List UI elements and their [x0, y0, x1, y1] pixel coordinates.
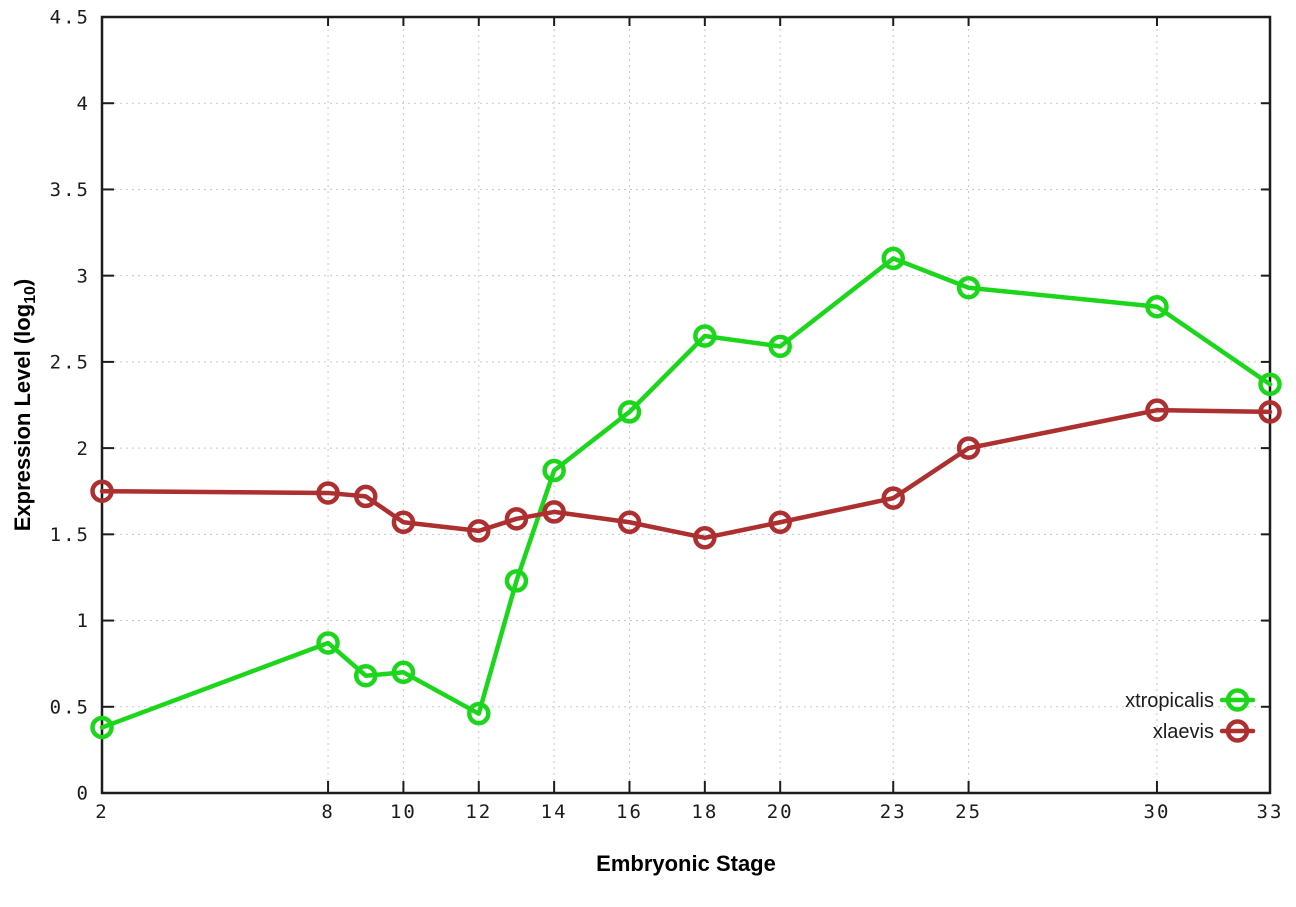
- y-tick-label: 4: [77, 93, 90, 115]
- xtropicalis-marker: [1258, 372, 1282, 397]
- y-tick-label: 4.5: [50, 7, 90, 29]
- xlaevis-marker: [316, 481, 340, 505]
- xlaevis-marker: [768, 510, 792, 535]
- xlaevis-marker: [693, 526, 717, 550]
- xlaevis-marker: [504, 507, 529, 531]
- x-tick-label: 23: [880, 801, 907, 823]
- legend-label-xlaevis: xlaevis: [1153, 721, 1214, 743]
- x-tick-label: 25: [955, 801, 982, 823]
- x-tick-label: 30: [1144, 801, 1171, 823]
- xlaevis-marker: [90, 479, 114, 503]
- xtropicalis-marker: [542, 458, 566, 483]
- legend-label-xtropicalis: xtropicalis: [1125, 690, 1214, 712]
- y-tick-label: 2.5: [50, 352, 90, 374]
- gridlines-layer: [102, 17, 1270, 793]
- xlaevis-line: [99, 407, 1273, 541]
- tick-labels-layer: 2 8 10 12 14 16 18 20 23 25 30 33 0 0.5 1 1.5 2 2.5 3 3.5 4 4…: [50, 7, 1284, 823]
- legend-layer: xtropicalis xlaevis: [1125, 688, 1256, 743]
- xtropicalis-marker: [353, 663, 378, 688]
- plot-border: [100, 15, 1272, 795]
- legend-marker-xlaevis: [1225, 719, 1250, 743]
- x-tick-label: 10: [390, 801, 417, 823]
- x-tick-label: 20: [767, 801, 794, 823]
- xlaevis-marker: [353, 484, 378, 509]
- x-tick-label: 18: [691, 801, 718, 823]
- y-axis-title: Expression Level (log10): [10, 279, 39, 532]
- y-tick-label: 0.5: [50, 696, 90, 718]
- xtropicalis-line: [99, 256, 1273, 730]
- y-axis-title-close: ): [10, 279, 35, 286]
- xlaevis-marker: [617, 510, 642, 535]
- x-tick-label: 8: [321, 801, 334, 823]
- y-tick-label: 1: [77, 610, 90, 632]
- xlaevis-marker: [881, 486, 905, 510]
- plot-border-layer: [100, 15, 1272, 795]
- xtropicalis-marker: [768, 334, 792, 359]
- x-tick-label: 14: [541, 801, 568, 823]
- y-tick-label: 3.5: [50, 179, 90, 201]
- xtropicalis-marker: [316, 631, 340, 655]
- xtropicalis-marker: [617, 400, 642, 424]
- xlaevis-marker: [467, 519, 491, 543]
- x-axis-title: Embryonic Stage: [596, 851, 776, 876]
- y-axis-title-subscript: 10: [22, 286, 39, 304]
- x-tick-label: 33: [1257, 801, 1284, 823]
- xlaevis-marker: [542, 500, 566, 524]
- y-tick-label: 1.5: [50, 524, 90, 546]
- xtropicalis-marker: [881, 246, 905, 271]
- series-layer: [90, 246, 1282, 740]
- y-tick-label: 3: [77, 265, 90, 287]
- legend-marker-xtropicalis: [1225, 688, 1250, 712]
- xlaevis-marker: [956, 436, 981, 460]
- y-tick-label: 2: [77, 438, 90, 460]
- xtropicalis-marker: [1145, 294, 1169, 319]
- x-tick-label: 12: [465, 801, 492, 823]
- x-tick-label: 2: [95, 801, 108, 823]
- xtropicalis-marker: [693, 324, 717, 348]
- y-axis-title-main: Expression Level (log: [10, 304, 35, 531]
- xlaevis-marker: [1145, 398, 1169, 422]
- y-tick-label: 0: [77, 783, 90, 805]
- xtropicalis-marker: [391, 660, 416, 685]
- x-tick-label: 16: [616, 801, 643, 823]
- xtropicalis-marker: [90, 715, 114, 740]
- xlaevis-marker: [1258, 400, 1282, 424]
- xtropicalis-marker: [956, 275, 981, 300]
- xtropicalis-marker: [467, 701, 491, 726]
- xlaevis-marker: [391, 510, 416, 535]
- xtropicalis-marker: [504, 569, 529, 593]
